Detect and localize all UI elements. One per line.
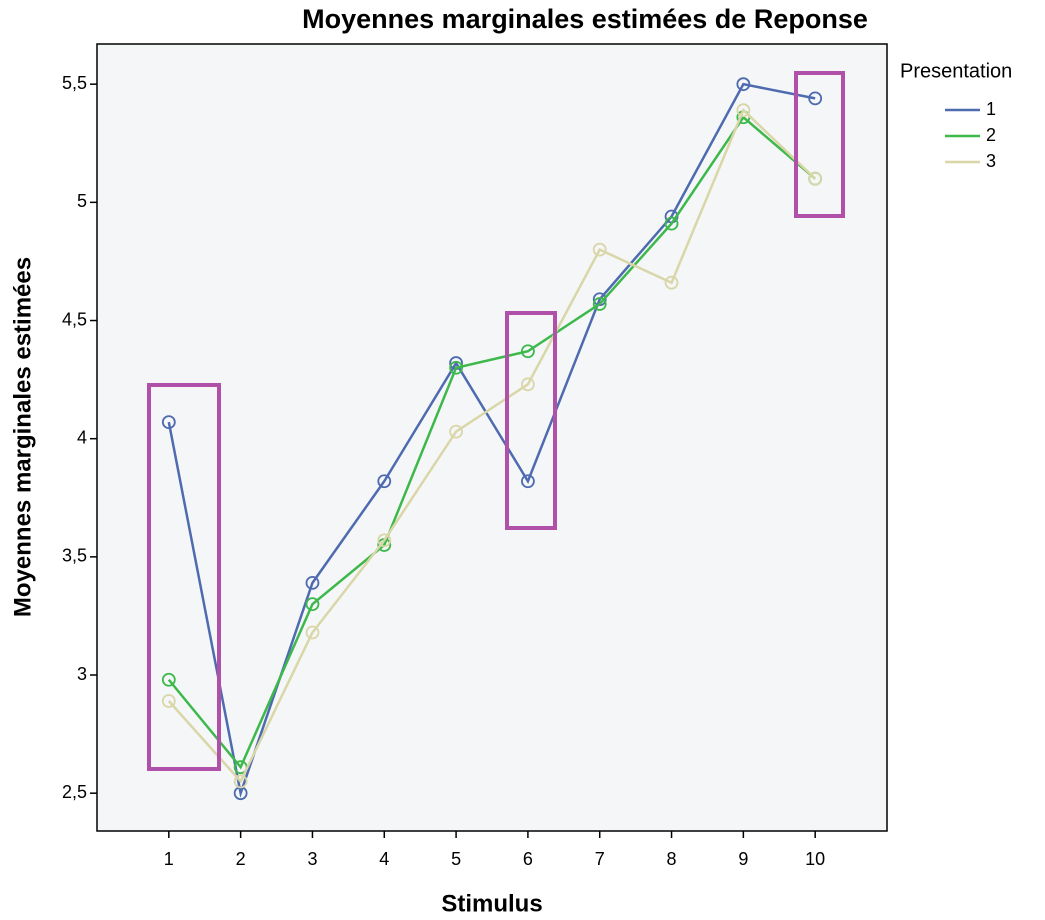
point <box>305 597 320 612</box>
point <box>808 171 823 186</box>
point <box>592 297 607 311</box>
plot-area <box>96 43 888 832</box>
point <box>808 91 823 106</box>
legend-title: Presentation <box>900 60 1012 82</box>
highlight-box <box>505 311 557 530</box>
point <box>305 575 320 590</box>
x-tick-label: 6 <box>523 849 533 869</box>
point <box>592 242 607 257</box>
point <box>233 774 248 789</box>
point <box>305 625 320 640</box>
highlight-box <box>147 383 221 771</box>
marks <box>161 77 823 801</box>
point <box>521 344 535 359</box>
point <box>521 377 535 392</box>
point <box>449 360 463 375</box>
point <box>161 415 176 430</box>
x-tick-label: 4 <box>379 849 389 869</box>
point <box>664 275 679 290</box>
y-tick-label: 5 <box>77 191 87 211</box>
point <box>521 474 535 489</box>
point <box>449 424 463 439</box>
legend-label: 2 <box>986 125 996 145</box>
point <box>664 216 679 231</box>
y-tick-label: 3,5 <box>62 546 87 566</box>
x-tick-label: 7 <box>595 849 605 869</box>
point <box>161 672 176 687</box>
y-tick-label: 2,5 <box>62 782 87 802</box>
chart-title: Moyennes marginales estimées de Reponse <box>302 4 868 34</box>
x-axis-label: Stimulus <box>441 890 542 917</box>
y-tick-label: 3 <box>77 664 87 684</box>
highlight-box <box>794 71 845 218</box>
y-tick-label: 4,5 <box>62 309 87 329</box>
point <box>377 533 392 548</box>
point <box>377 474 392 489</box>
x-tick-label: 2 <box>236 849 246 869</box>
point <box>736 77 751 92</box>
series-line <box>167 108 817 784</box>
legend-label: 1 <box>986 99 996 119</box>
x-tick-label: 3 <box>307 849 317 869</box>
point <box>736 103 751 118</box>
point <box>161 694 176 708</box>
x-tick-label: 9 <box>738 849 748 869</box>
y-tick-label: 4 <box>77 427 87 447</box>
x-tick-label: 10 <box>805 849 825 869</box>
x-tick-label: 5 <box>451 849 461 869</box>
series-line <box>167 115 816 770</box>
x-tick-label: 1 <box>164 849 174 869</box>
y-tick-label: 5,5 <box>62 73 87 93</box>
x-tick-label: 8 <box>667 849 677 869</box>
y-axis-label: Moyennes marginales estimées <box>9 257 36 617</box>
legend-label: 3 <box>986 151 996 171</box>
